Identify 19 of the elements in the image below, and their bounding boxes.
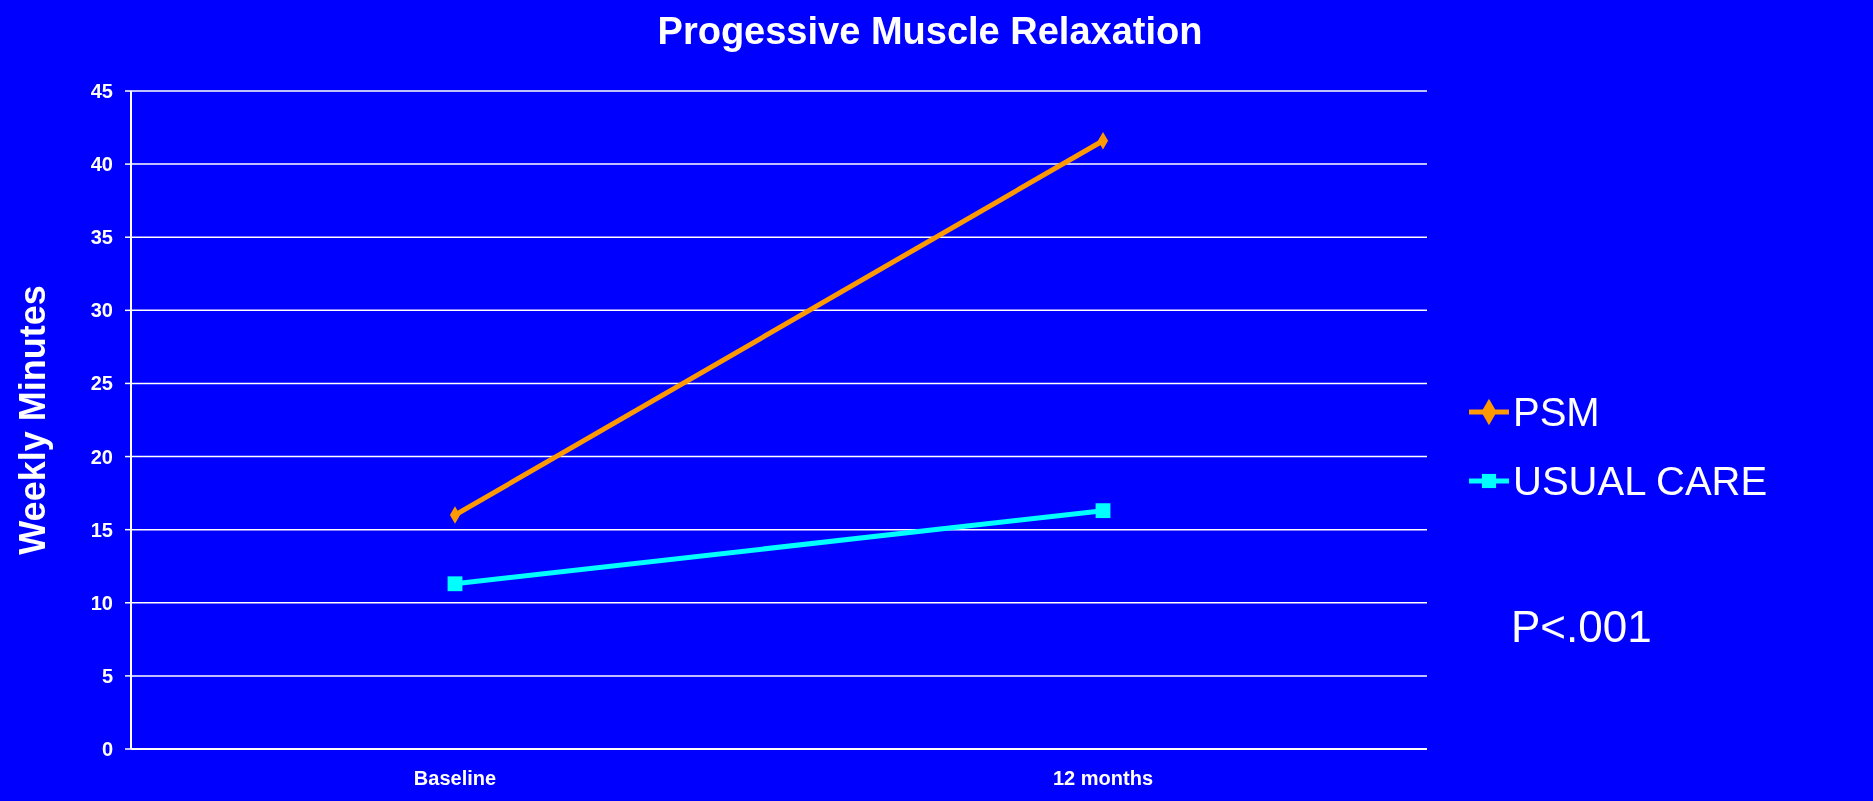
y-tick-label: 0 — [101, 738, 113, 760]
y-tick-label: 30 — [90, 299, 113, 322]
y-tick-label: 5 — [101, 664, 113, 687]
x-tick-label: 12 months — [1052, 767, 1154, 789]
y-tick-label: 15 — [90, 518, 113, 541]
y-tick-label: 35 — [90, 226, 113, 249]
y-tick-label: 10 — [90, 591, 113, 614]
y-tick-label: 40 — [90, 153, 113, 176]
legend-label: PSM — [1513, 390, 1600, 434]
y-tick-label: 45 — [90, 80, 113, 102]
y-tick-label: 20 — [90, 445, 113, 468]
point — [1095, 503, 1111, 519]
y-tick-label: 25 — [90, 372, 113, 395]
y-axis-title: Weekly Minutes — [12, 285, 53, 555]
x-tick-label: Baseline — [413, 767, 497, 789]
chart-title: Progessive Muscle Relaxation — [657, 10, 1203, 52]
point — [447, 576, 463, 592]
legend-label: USUAL CARE — [1513, 459, 1768, 503]
text: P<.001 — [1511, 602, 1652, 652]
